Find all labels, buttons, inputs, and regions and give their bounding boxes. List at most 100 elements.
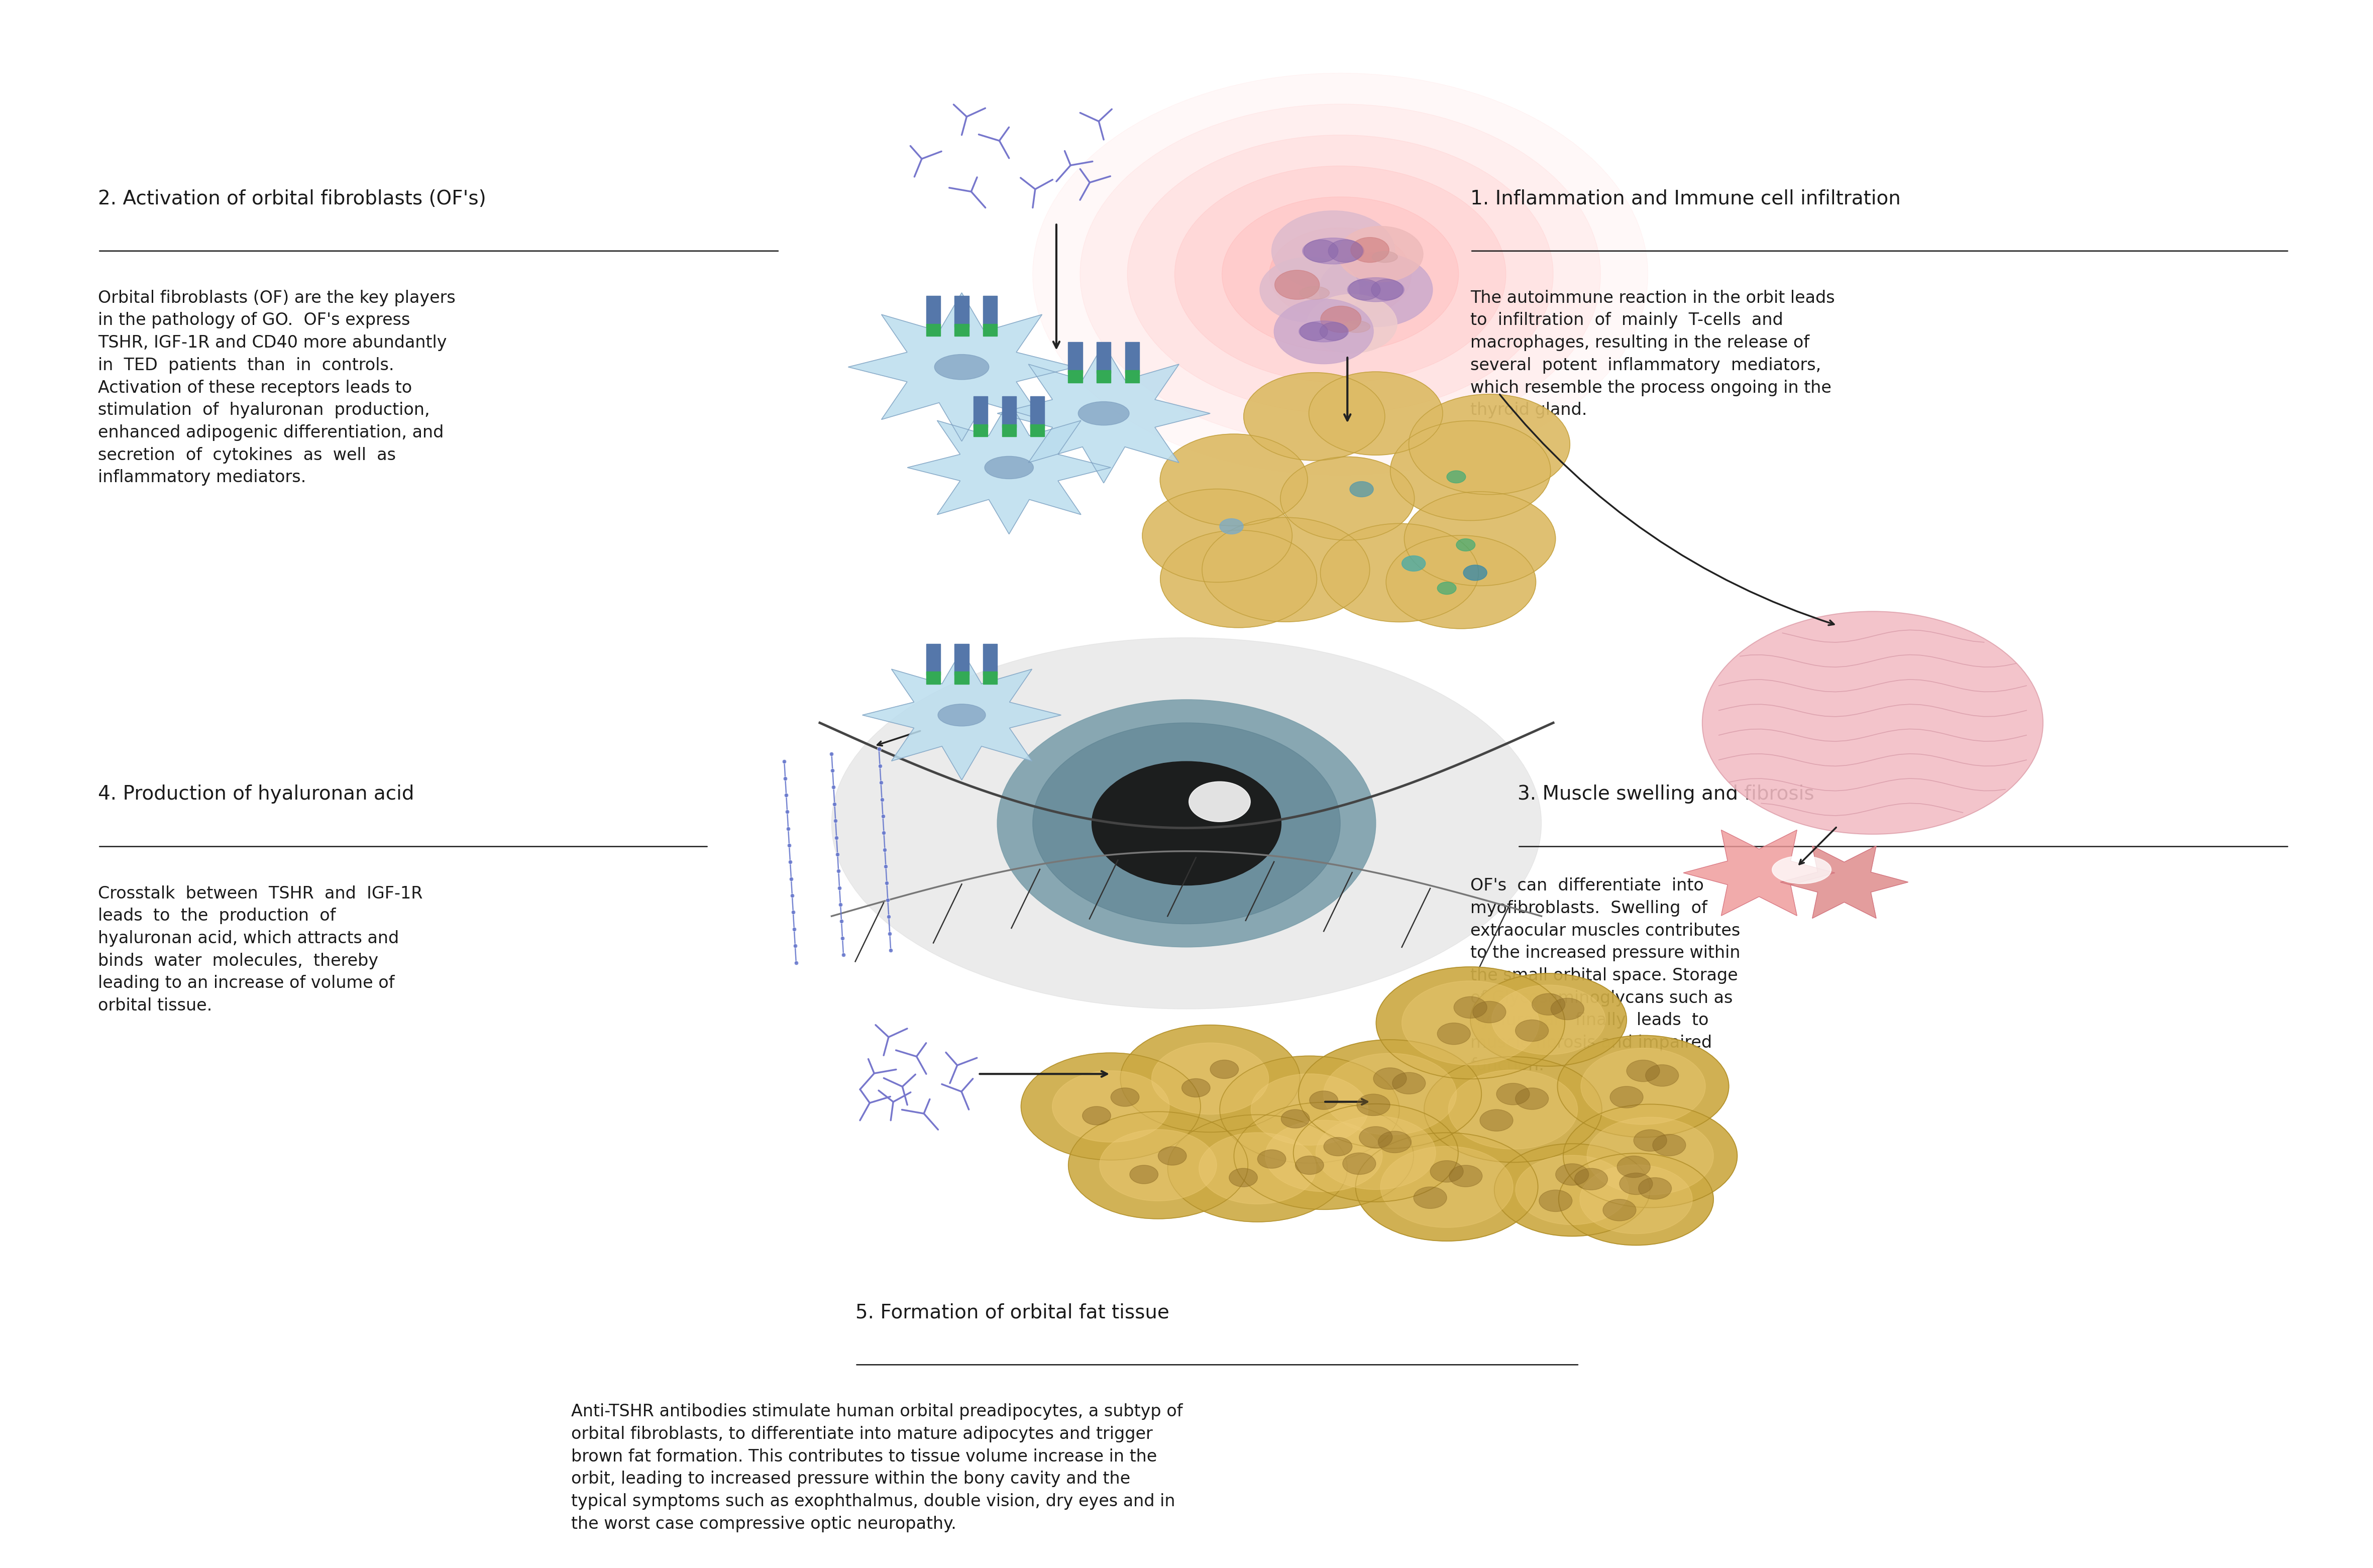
Circle shape [1374, 1068, 1407, 1090]
Circle shape [1372, 279, 1402, 299]
Circle shape [1350, 237, 1388, 262]
Bar [925, 644, 940, 674]
Bar [982, 296, 997, 326]
Ellipse shape [1068, 1112, 1248, 1218]
Circle shape [1258, 1149, 1286, 1168]
Polygon shape [1780, 847, 1908, 919]
Text: Anti-TSHR antibodies stimulate human orbital preadipocytes, a subtyp of
orbital : Anti-TSHR antibodies stimulate human orb… [572, 1403, 1182, 1532]
Ellipse shape [935, 354, 990, 379]
Ellipse shape [1424, 1057, 1602, 1162]
Bar [973, 425, 987, 436]
Bar [1096, 342, 1111, 373]
Circle shape [1032, 723, 1341, 924]
Circle shape [1626, 1060, 1659, 1082]
Bar [954, 671, 968, 684]
Ellipse shape [1516, 1156, 1628, 1225]
Bar [982, 323, 997, 336]
Circle shape [1533, 994, 1566, 1014]
Bar [1068, 370, 1082, 383]
Ellipse shape [1160, 530, 1317, 627]
Ellipse shape [1298, 321, 1348, 342]
Circle shape [1637, 1178, 1671, 1200]
Ellipse shape [831, 638, 1542, 1008]
Circle shape [1303, 240, 1338, 262]
Bar [925, 671, 940, 684]
Circle shape [1296, 1156, 1324, 1174]
Circle shape [1438, 582, 1457, 594]
Ellipse shape [1588, 1116, 1713, 1195]
Circle shape [1210, 1060, 1239, 1079]
Circle shape [1343, 1152, 1376, 1174]
Circle shape [1319, 252, 1433, 326]
Ellipse shape [1410, 394, 1571, 494]
Circle shape [1481, 1110, 1514, 1131]
Circle shape [1175, 166, 1507, 383]
Ellipse shape [1580, 1047, 1706, 1124]
Ellipse shape [1317, 1116, 1436, 1190]
Circle shape [1274, 270, 1319, 299]
Text: 1. Inflammation and Immune cell infiltration: 1. Inflammation and Immune cell infiltra… [1471, 190, 1901, 209]
Ellipse shape [1557, 1035, 1730, 1137]
Ellipse shape [1324, 1054, 1457, 1135]
Circle shape [1360, 1126, 1393, 1148]
Circle shape [1576, 1168, 1607, 1190]
Circle shape [1438, 1022, 1471, 1044]
Circle shape [1379, 1131, 1412, 1152]
Ellipse shape [1234, 1102, 1414, 1209]
Circle shape [1080, 103, 1599, 444]
Ellipse shape [1580, 1165, 1692, 1234]
Text: 3. Muscle swelling and fibrosis: 3. Muscle swelling and fibrosis [1519, 784, 1815, 804]
Ellipse shape [1559, 1152, 1713, 1245]
Circle shape [1127, 135, 1554, 414]
Circle shape [1393, 1073, 1426, 1094]
Bar [1030, 397, 1044, 428]
Ellipse shape [1293, 1104, 1457, 1201]
Ellipse shape [1391, 420, 1550, 521]
Bar [1096, 370, 1111, 383]
Ellipse shape [1405, 492, 1557, 586]
Text: OF's  can  differentiate  into
myofibroblasts.  Swelling  of
extraocular muscles: OF's can differentiate into myofibroblas… [1471, 878, 1739, 1074]
Circle shape [1357, 1094, 1391, 1116]
Circle shape [1450, 1165, 1483, 1187]
Bar [925, 323, 940, 336]
Ellipse shape [1348, 278, 1405, 301]
Circle shape [1220, 519, 1243, 535]
Ellipse shape [1168, 1115, 1348, 1221]
Ellipse shape [985, 456, 1035, 478]
Circle shape [1516, 1088, 1550, 1110]
Circle shape [1701, 612, 2043, 834]
Ellipse shape [937, 704, 985, 726]
Ellipse shape [1303, 238, 1364, 263]
Circle shape [1402, 555, 1426, 571]
Circle shape [1158, 1146, 1186, 1165]
Circle shape [1229, 1168, 1258, 1187]
Circle shape [1455, 997, 1488, 1018]
Circle shape [1082, 1107, 1111, 1124]
Bar [954, 296, 968, 326]
Bar [1068, 342, 1082, 373]
Circle shape [1540, 1190, 1573, 1212]
Bar [1030, 425, 1044, 436]
Circle shape [1652, 1134, 1685, 1156]
Circle shape [1602, 1200, 1635, 1221]
Bar [982, 671, 997, 684]
Ellipse shape [1281, 456, 1414, 541]
Polygon shape [861, 651, 1061, 779]
Text: Crosstalk  between  TSHR  and  IGF-1R
leads  to  the  production  of
hyaluronan : Crosstalk between TSHR and IGF-1R leads … [97, 886, 422, 1014]
Circle shape [1557, 1163, 1590, 1185]
Bar [982, 644, 997, 674]
Ellipse shape [1151, 1043, 1270, 1115]
Ellipse shape [1120, 1025, 1300, 1132]
Circle shape [1310, 1091, 1338, 1110]
Circle shape [1644, 1065, 1678, 1087]
Circle shape [1272, 210, 1395, 292]
Circle shape [1329, 240, 1362, 262]
Ellipse shape [1300, 287, 1329, 299]
Bar [925, 296, 940, 326]
Circle shape [1308, 295, 1398, 353]
Ellipse shape [1402, 982, 1540, 1065]
Circle shape [1189, 781, 1251, 822]
Circle shape [1618, 1173, 1652, 1195]
Circle shape [1324, 1137, 1353, 1156]
Text: 2. Activation of orbital fibroblasts (OF's): 2. Activation of orbital fibroblasts (OF… [97, 190, 486, 209]
